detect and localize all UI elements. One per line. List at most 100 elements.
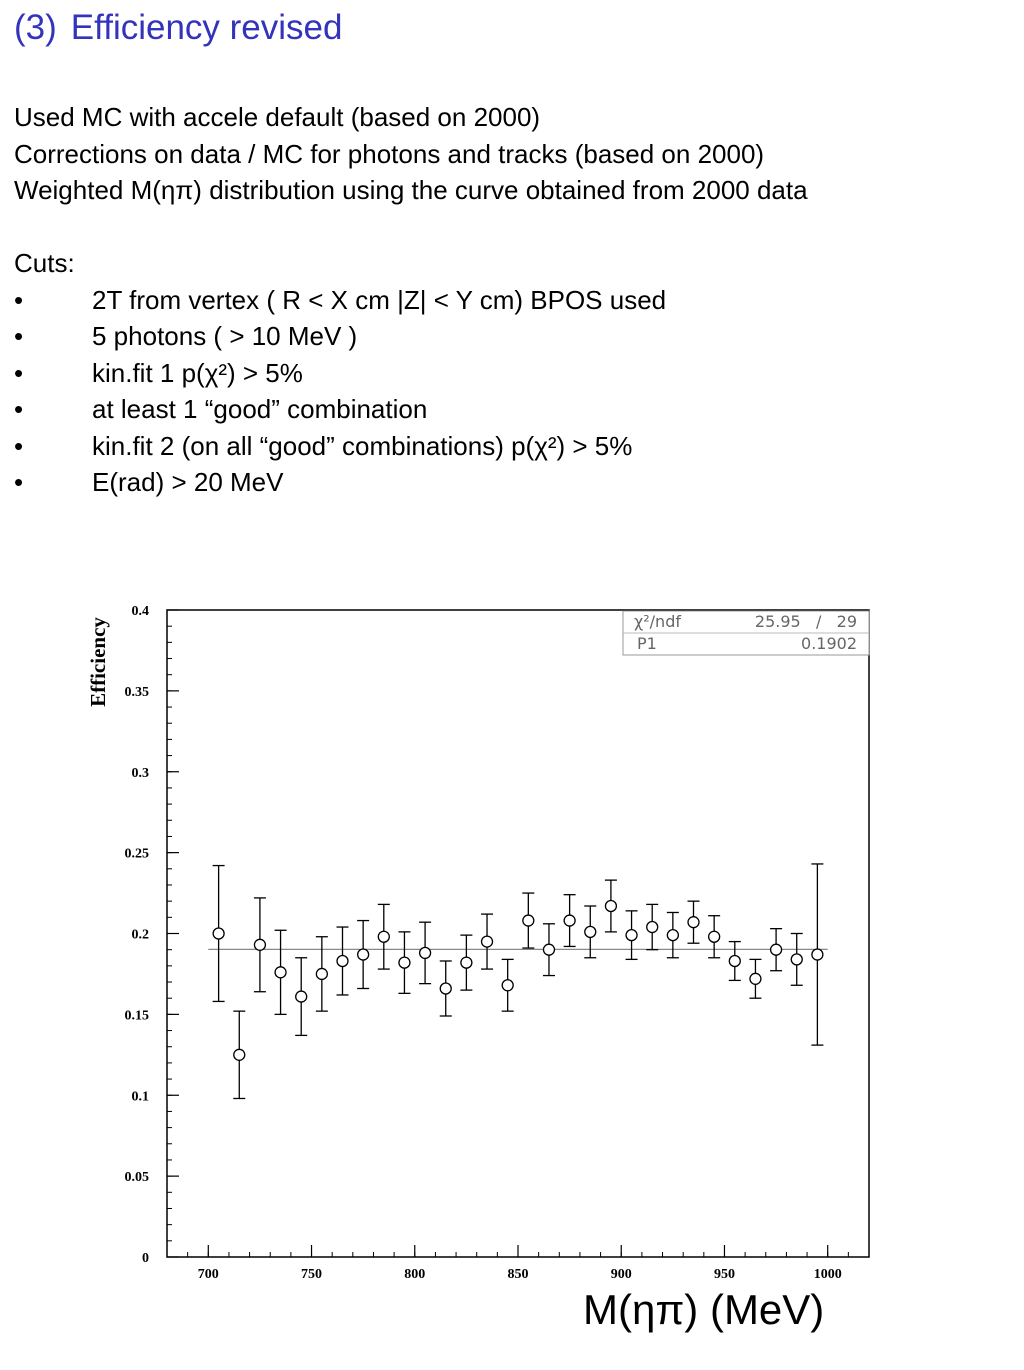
point-marker <box>315 967 329 981</box>
point-marker <box>625 928 638 942</box>
data-point <box>522 892 535 949</box>
data-point <box>687 900 700 944</box>
cut-item-2: • 5 photons ( > 10 MeV ) <box>14 318 808 355</box>
point-marker <box>439 982 452 995</box>
chart-svg: 0 0.05 0.1 0.15 0.2 0.25 0.3 0.35 0.4 700 750 800 85… <box>86 604 870 1282</box>
x-tick-label: 900 <box>611 1267 632 1282</box>
point-marker <box>646 920 659 934</box>
slide-body: Used MC with accele default (based on 20… <box>14 99 808 501</box>
intro-line-3: Weighted M(ηπ) distribution using the cu… <box>14 175 808 205</box>
cut-item-6: • E(rad) > 20 MeV <box>14 464 808 501</box>
data-point <box>233 1010 246 1100</box>
data-point <box>584 905 597 959</box>
point-marker <box>377 930 390 943</box>
point-marker <box>604 899 618 913</box>
data-point <box>295 957 308 1037</box>
title-number: (3) <box>14 8 57 47</box>
bullet-icon: • <box>14 321 24 351</box>
point-marker <box>687 916 700 929</box>
point-marker <box>398 956 411 969</box>
data-point <box>769 927 783 972</box>
axis-ticks: 0 0.05 0.1 0.15 0.2 0.25 0.3 0.35 0.4 700 750 800 85… <box>125 604 842 1282</box>
data-point <box>315 936 329 1012</box>
data-point <box>542 923 556 977</box>
point-marker <box>811 948 824 961</box>
y-tick-label: 0.1 <box>132 1089 150 1104</box>
data-point <box>398 931 411 994</box>
cut-text: kin.fit 1 p(χ²) > 5% <box>92 357 303 388</box>
x-tick-label: 1000 <box>814 1267 842 1282</box>
point-marker <box>460 956 473 969</box>
cut-item-4: • at least 1 “good” combination <box>14 391 808 428</box>
data-point <box>274 929 287 1016</box>
y-tick-label: 0.25 <box>125 847 150 862</box>
data-point <box>811 863 824 1046</box>
x-tick-label: 950 <box>714 1267 735 1282</box>
stats-row1-label: χ²/ndf <box>634 612 681 631</box>
x-tick-label: 750 <box>301 1267 322 1282</box>
point-marker <box>790 953 803 966</box>
data-point <box>212 864 225 1003</box>
y-axis-label: Efficiency <box>86 617 110 707</box>
minor-ticks <box>167 609 849 1258</box>
data-point <box>336 926 349 996</box>
cut-text: 2T from vertex ( R < X cm |Z| < Y cm) BP… <box>92 284 667 315</box>
bullet-icon: • <box>14 284 24 315</box>
data-point <box>418 921 432 985</box>
data-point <box>790 932 803 986</box>
x-tick-label: 800 <box>404 1267 425 1282</box>
y-tick-label: 0 <box>142 1251 149 1266</box>
intro-line-2: Corrections on data / MC for photons and… <box>14 138 765 169</box>
point-marker <box>728 954 741 968</box>
point-marker <box>749 972 762 985</box>
stats-row2-value: 0.1902 <box>801 634 857 653</box>
point-marker <box>542 943 556 956</box>
point-marker <box>336 954 349 968</box>
point-marker <box>274 966 287 979</box>
title-text: Efficiency revised <box>70 8 343 47</box>
data-point <box>604 879 618 933</box>
point-marker <box>501 979 514 992</box>
data-point <box>460 934 473 991</box>
y-tick-label: 0.3 <box>132 766 150 781</box>
point-marker <box>666 928 680 942</box>
x-tick-label: 700 <box>198 1267 219 1282</box>
efficiency-chart: 0 0.05 0.1 0.15 0.2 0.25 0.3 0.35 0.4 700 750 800 85… <box>0 560 1024 1365</box>
data-point <box>666 911 680 959</box>
data-point <box>707 915 721 959</box>
bullet-icon: • <box>14 430 24 461</box>
data-point <box>480 913 494 970</box>
cut-item-3: • kin.fit 1 p(χ²) > 5% <box>14 355 808 392</box>
data-point <box>625 910 638 961</box>
point-marker <box>295 990 308 1003</box>
y-tick-label: 0.15 <box>125 1008 150 1023</box>
stats-row2-label: P1 <box>637 634 657 653</box>
cut-text: kin.fit 2 (on all “good” combinations) p… <box>92 430 633 461</box>
point-marker <box>356 948 370 961</box>
slide-title: (3) Efficiency revised <box>14 8 342 48</box>
bullet-icon: • <box>14 394 24 424</box>
x-axis-label: M(ηπ) (MeV) <box>583 1286 825 1333</box>
cut-item-1: • 2T from vertex ( R < X cm |Z| < Y cm) B… <box>14 282 808 319</box>
cut-text: E(rad) > 20 MeV <box>92 467 284 497</box>
plot-frame <box>166 609 870 1258</box>
cut-item-5: • kin.fit 2 (on all “good” combinations) … <box>14 428 808 465</box>
point-marker <box>522 914 535 927</box>
cuts-label: Cuts: <box>14 248 75 278</box>
data-points <box>212 863 824 1100</box>
y-tick-label: 0.35 <box>125 685 150 700</box>
point-marker <box>418 946 432 960</box>
point-marker <box>584 925 597 939</box>
y-tick-label: 0.2 <box>132 928 150 943</box>
data-point <box>501 958 514 1012</box>
bullet-icon: • <box>14 467 24 497</box>
data-point <box>646 903 659 951</box>
data-point <box>749 958 762 999</box>
data-point <box>356 919 370 990</box>
data-point <box>377 903 390 970</box>
point-marker <box>707 930 721 943</box>
point-marker <box>233 1048 246 1061</box>
point-marker <box>563 914 576 927</box>
point-marker <box>253 938 267 951</box>
stats-row1-value: 25.95 / 29 <box>755 612 857 631</box>
